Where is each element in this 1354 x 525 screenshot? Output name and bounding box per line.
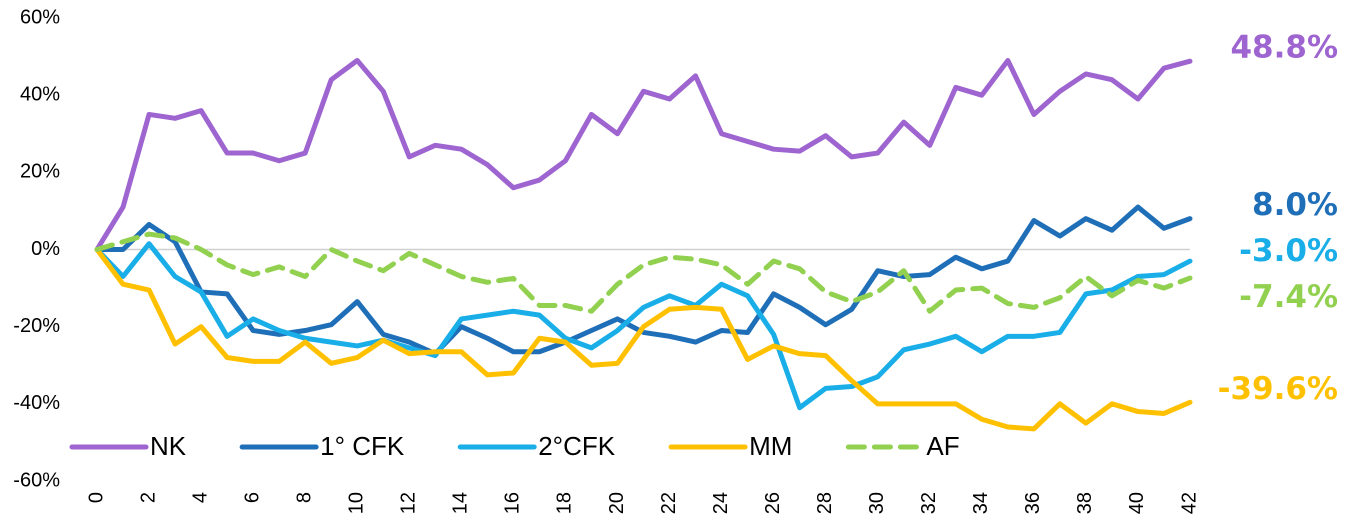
y-tick-label: -20% [13, 315, 60, 337]
legend-label: 2°CFK [538, 431, 616, 461]
x-tick-label: 14 [450, 492, 472, 514]
x-tick-label: 40 [1126, 492, 1148, 514]
x-tick-label: 8 [293, 492, 315, 503]
x-tick-label: 6 [241, 492, 263, 503]
x-tick-label: 34 [970, 492, 992, 514]
x-tick-label: 38 [1074, 492, 1096, 514]
x-tick-label: 24 [710, 492, 732, 514]
x-tick-label: 30 [866, 492, 888, 514]
x-tick-label: 42 [1178, 492, 1200, 514]
series-line [94, 204, 1193, 357]
y-tick-label: 20% [20, 161, 60, 183]
end-value-label: 48.8% [1230, 30, 1338, 66]
x-tick-label: 0 [85, 492, 107, 503]
series-line [94, 57, 1193, 252]
y-tick-label: -60% [13, 469, 60, 491]
x-tick-label: 26 [762, 492, 784, 514]
x-tick-label: 18 [554, 492, 576, 514]
x-tick-label: 4 [189, 492, 211, 503]
end-value-label: 8.0% [1252, 187, 1338, 223]
x-tick-label: 2 [137, 492, 159, 503]
x-tick-label: 28 [814, 492, 836, 514]
legend-label: MM [749, 431, 792, 461]
y-tick-label: -40% [13, 392, 60, 414]
x-tick-label: 10 [346, 492, 368, 514]
x-tick-label: 12 [398, 492, 420, 514]
end-value-label: -3.0% [1239, 233, 1338, 269]
legend-label: NK [150, 431, 187, 461]
x-tick-label: 32 [918, 492, 940, 514]
x-tick-label: 20 [606, 492, 628, 514]
x-tick-label: 16 [502, 492, 524, 514]
y-tick-label: 0% [31, 238, 60, 260]
x-tick-label: 22 [658, 492, 680, 514]
end-value-label: -7.4% [1239, 279, 1338, 315]
legend-label: 1° CFK [320, 431, 405, 461]
series-line [94, 241, 1193, 411]
end-value-label: -39.6% [1218, 371, 1338, 407]
y-tick-label: 60% [20, 6, 60, 28]
series-line [94, 231, 1193, 314]
x-tick-label: 36 [1022, 492, 1044, 514]
y-tick-label: 40% [20, 83, 60, 105]
legend-label: AF [926, 431, 959, 461]
series-line [94, 247, 1193, 432]
